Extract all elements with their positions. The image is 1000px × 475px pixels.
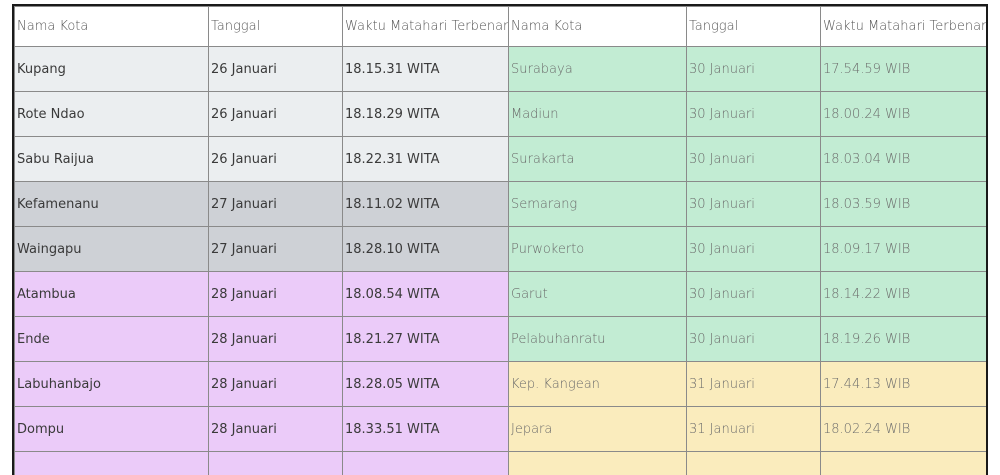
table-row: Sabu Raijua 26 Januari 18.22.31 WITA Suraka… (14, 136, 986, 182)
cell-city-right: Garut (508, 271, 687, 317)
cell-empty (342, 451, 509, 475)
cell-city-right: Surakarta (508, 136, 687, 182)
cell-time-right: 18.09.17 WIB (820, 226, 986, 272)
cell-date-left: 28 Januari (208, 361, 343, 407)
cell-time-right: 17.54.59 WIB (820, 46, 986, 92)
cell-date-left: 28 Januari (208, 406, 343, 452)
cell-city-left: Kupang (14, 46, 209, 92)
cell-time-right: 18.03.04 WIB (820, 136, 986, 182)
cell-city-left: Dompu (14, 406, 209, 452)
cell-date-right: 30 Januari (686, 136, 821, 182)
cell-time-left: 18.18.29 WITA (342, 91, 509, 137)
table-row: Kupang 26 Januari 18.15.31 WITA Surabaya 30 … (14, 46, 986, 92)
table-row: Waingapu 27 Januari 18.28.10 WITA Purwokert… (14, 226, 986, 272)
header-time-right: Waktu Matahari Terbenam (820, 6, 986, 47)
cell-city-right: Pelabuhanratu (508, 316, 687, 362)
table-row: Labuhanbajo 28 Januari 18.28.05 WITA Kep. K… (14, 361, 986, 407)
cell-city-left: Rote Ndao (14, 91, 209, 137)
cell-empty (820, 451, 986, 475)
table-header-row: Nama Kota Tanggal Waktu Matahari Terbena… (14, 6, 986, 47)
cell-time-left: 18.33.51 WITA (342, 406, 509, 452)
cell-empty (208, 451, 343, 475)
cell-city-left: Atambua (14, 271, 209, 317)
sunset-table: Nama Kota Tanggal Waktu Matahari Terbena… (14, 6, 986, 475)
table-row: Atambua 28 Januari 18.08.54 WITA Garut 30 Ja… (14, 271, 986, 317)
cell-city-left: Waingapu (14, 226, 209, 272)
cell-date-right: 30 Januari (686, 91, 821, 137)
cell-time-left: 18.08.54 WITA (342, 271, 509, 317)
cell-date-right: 30 Januari (686, 316, 821, 362)
cell-date-left: 26 Januari (208, 46, 343, 92)
cell-city-right: Kep. Kangean (508, 361, 687, 407)
cell-time-left: 18.21.27 WITA (342, 316, 509, 362)
cell-city-right: Purwokerto (508, 226, 687, 272)
table-row: Dompu 28 Januari 18.33.51 WITA Jepara 31 Jan… (14, 406, 986, 452)
cell-city-right: Semarang (508, 181, 687, 227)
cell-city-right: Madiun (508, 91, 687, 137)
sunset-table-frame: Nama Kota Tanggal Waktu Matahari Terbena… (12, 4, 988, 475)
cell-city-right: Surabaya (508, 46, 687, 92)
header-date-left: Tanggal (208, 6, 343, 47)
cell-time-left: 18.11.02 WITA (342, 181, 509, 227)
table-row-partial (14, 451, 986, 475)
cell-city-left: Sabu Raijua (14, 136, 209, 182)
cell-city-left: Labuhanbajo (14, 361, 209, 407)
cell-date-left: 26 Januari (208, 91, 343, 137)
cell-time-right: 18.03.59 WIB (820, 181, 986, 227)
cell-date-left: 28 Januari (208, 271, 343, 317)
cell-date-right: 30 Januari (686, 46, 821, 92)
header-city-left: Nama Kota (14, 6, 209, 47)
cell-time-left: 18.22.31 WITA (342, 136, 509, 182)
cell-date-right: 30 Januari (686, 271, 821, 317)
header-city-right: Nama Kota (508, 6, 687, 47)
table-row: Kefamenanu 27 Januari 18.11.02 WITA Semaran… (14, 181, 986, 227)
cell-time-left: 18.28.05 WITA (342, 361, 509, 407)
cell-city-left: Kefamenanu (14, 181, 209, 227)
cell-empty (686, 451, 821, 475)
cell-time-left: 18.15.31 WITA (342, 46, 509, 92)
cell-date-right: 30 Januari (686, 181, 821, 227)
cell-time-right: 17.44.13 WIB (820, 361, 986, 407)
header-date-right: Tanggal (686, 6, 821, 47)
cell-date-left: 28 Januari (208, 316, 343, 362)
cell-date-left: 27 Januari (208, 226, 343, 272)
header-time-left: Waktu Matahari Terbenam (342, 6, 509, 47)
cell-date-left: 26 Januari (208, 136, 343, 182)
cell-time-right: 18.19.26 WIB (820, 316, 986, 362)
cell-time-right: 18.00.24 WIB (820, 91, 986, 137)
table-row: Rote Ndao 26 Januari 18.18.29 WITA Madiun 30… (14, 91, 986, 137)
cell-time-left: 18.28.10 WITA (342, 226, 509, 272)
cell-date-right: 31 Januari (686, 361, 821, 407)
cell-city-left: Ende (14, 316, 209, 362)
table-row: Ende 28 Januari 18.21.27 WITA Pelabuhanratu… (14, 316, 986, 362)
cell-empty (14, 451, 209, 475)
cell-time-right: 18.02.24 WIB (820, 406, 986, 452)
cell-date-right: 30 Januari (686, 226, 821, 272)
cell-date-left: 27 Januari (208, 181, 343, 227)
cell-time-right: 18.14.22 WIB (820, 271, 986, 317)
cell-date-right: 31 Januari (686, 406, 821, 452)
cell-city-right: Jepara (508, 406, 687, 452)
cell-empty (508, 451, 687, 475)
